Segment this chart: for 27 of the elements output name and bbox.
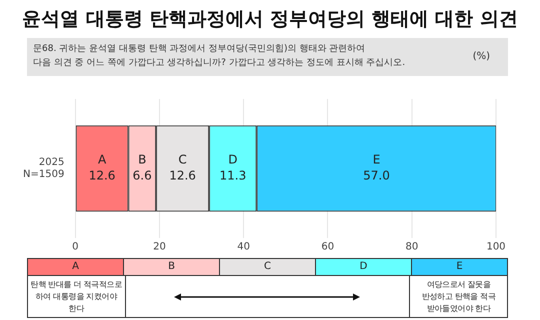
x-tick-label: 0	[72, 242, 78, 253]
text: B	[168, 261, 175, 272]
data-label: 57.0	[363, 168, 390, 183]
data-label: 12.6	[88, 168, 116, 183]
data-label: 11.3	[220, 168, 246, 183]
x-tick-label: 100	[486, 242, 506, 253]
y-tick-label: 2025 N=1509	[22, 157, 64, 180]
chart-title: 윤석열 대통령 탄핵과정에서 정부여당의 행태에 대한 의견	[21, 7, 519, 32]
text: 탄핵 반대를 더 적극적으로 하여 대통령을 지켰어야 한다	[28, 276, 126, 318]
x-tick-label: 20	[153, 242, 166, 253]
text: E	[456, 261, 463, 272]
text: (%)	[472, 50, 490, 64]
series-label: E	[372, 152, 380, 167]
data-label: 6.6	[132, 168, 152, 183]
series-label: D	[228, 152, 238, 167]
x-tick-label: 80	[405, 242, 418, 253]
text: C	[264, 261, 271, 272]
text: A	[72, 261, 79, 272]
series-label: C	[178, 152, 187, 167]
series-label: B	[138, 152, 146, 167]
series-label: A	[98, 152, 107, 167]
x-tick-label: 60	[321, 242, 334, 253]
text: D	[360, 261, 368, 272]
chart-subtitle: 문68. 귀하는 윤석열 대통령 탄핵 과정에서 정부여당(국민의힘)의 행태와 관련하여 다음 의견 중 어느 쪽에 가깝다고 생각하십니까? 가깝다고 생각하는 정도에 표시해 주십시오.	[33, 43, 406, 70]
text: 여당으로서 잘못을 반성하고 탄핵을 적극 받아들였어야 한다	[409, 276, 507, 318]
x-tick-label: 40	[237, 242, 250, 253]
data-label: 12.6	[169, 168, 196, 183]
